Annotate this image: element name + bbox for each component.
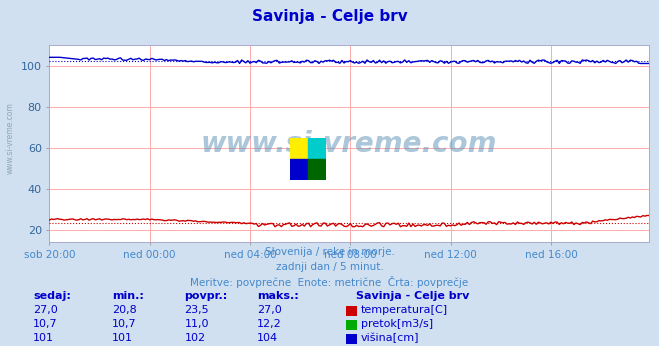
Text: 104: 104 — [257, 333, 278, 343]
Text: Savinja - Celje brv: Savinja - Celje brv — [252, 9, 407, 24]
Bar — [308, 138, 326, 159]
Text: 27,0: 27,0 — [33, 305, 58, 315]
Text: 101: 101 — [112, 333, 133, 343]
Text: temperatura[C]: temperatura[C] — [361, 305, 448, 315]
Bar — [290, 138, 308, 159]
Text: min.:: min.: — [112, 291, 144, 301]
Text: 102: 102 — [185, 333, 206, 343]
Text: 10,7: 10,7 — [33, 319, 57, 329]
Text: Slovenija / reke in morje.: Slovenija / reke in morje. — [264, 247, 395, 257]
Text: višina[cm]: višina[cm] — [361, 333, 420, 343]
Text: www.si-vreme.com: www.si-vreme.com — [5, 102, 14, 174]
Text: www.si-vreme.com: www.si-vreme.com — [201, 130, 498, 157]
Text: povpr.:: povpr.: — [185, 291, 228, 301]
Text: Meritve: povprečne  Enote: metrične  Črta: povprečje: Meritve: povprečne Enote: metrične Črta:… — [190, 276, 469, 289]
Text: Savinja - Celje brv: Savinja - Celje brv — [356, 291, 469, 301]
Text: 101: 101 — [33, 333, 54, 343]
Text: 20,8: 20,8 — [112, 305, 137, 315]
Text: 23,5: 23,5 — [185, 305, 209, 315]
Text: 12,2: 12,2 — [257, 319, 282, 329]
Text: 11,0: 11,0 — [185, 319, 209, 329]
Bar — [290, 159, 308, 180]
Text: sedaj:: sedaj: — [33, 291, 71, 301]
Text: pretok[m3/s]: pretok[m3/s] — [361, 319, 433, 329]
Text: 27,0: 27,0 — [257, 305, 282, 315]
Bar — [308, 159, 326, 180]
Text: 10,7: 10,7 — [112, 319, 136, 329]
Text: maks.:: maks.: — [257, 291, 299, 301]
Text: zadnji dan / 5 minut.: zadnji dan / 5 minut. — [275, 262, 384, 272]
